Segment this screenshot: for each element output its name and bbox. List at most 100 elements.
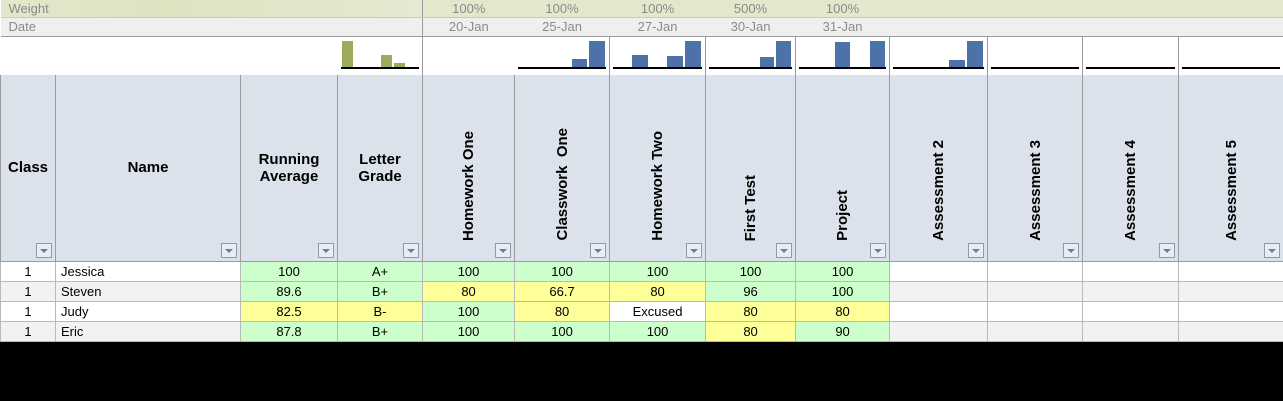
weight-cell-assess3 xyxy=(987,0,1083,18)
cell-assess4[interactable] xyxy=(1082,301,1180,322)
column-header-cw_one[interactable]: Classwork One xyxy=(514,75,611,262)
cell-letter_grade[interactable]: B- xyxy=(336,301,424,322)
cell-name[interactable]: Jessica xyxy=(55,261,241,282)
cell-project[interactable]: 90 xyxy=(795,321,891,342)
filter-dropdown-icon-name[interactable] xyxy=(221,243,237,258)
table-row[interactable]: 1 Judy 82.5 B- 100 80 Excused 80 80 xyxy=(0,301,1283,322)
cell-hw_two[interactable]: 80 xyxy=(609,281,707,302)
column-header-label: Assessment 5 xyxy=(1179,140,1283,245)
cell-cw_one[interactable]: 66.7 xyxy=(514,281,611,302)
cell-assess3[interactable] xyxy=(987,261,1084,282)
cell-assess2[interactable] xyxy=(889,261,989,282)
cell-assess3[interactable] xyxy=(987,301,1084,322)
cell-assess4[interactable] xyxy=(1082,261,1180,282)
cell-cw_one[interactable]: 100 xyxy=(514,261,611,282)
cell-first_test[interactable]: 80 xyxy=(705,301,797,322)
cell-project[interactable]: 100 xyxy=(795,261,891,282)
cell-running_avg[interactable]: 87.8 xyxy=(240,321,338,342)
cell-assess5[interactable] xyxy=(1178,301,1283,322)
cell-first_test[interactable]: 100 xyxy=(705,261,797,282)
cell-hw_one[interactable]: 80 xyxy=(422,281,516,302)
cell-class[interactable]: 1 xyxy=(0,281,56,302)
filter-dropdown-icon-project[interactable] xyxy=(870,243,887,258)
filter-dropdown-icon-hw_one[interactable] xyxy=(495,243,512,258)
filter-dropdown-icon-letter_grade[interactable] xyxy=(403,243,420,258)
table-row[interactable]: 1 Steven 89.6 B+ 80 66.7 80 96 100 xyxy=(0,281,1283,302)
cell-class[interactable]: 1 xyxy=(0,261,56,282)
sparkline-bar xyxy=(948,59,965,67)
cell-class[interactable]: 1 xyxy=(0,301,56,322)
cell-project[interactable]: 80 xyxy=(795,301,891,322)
cell-name[interactable]: Steven xyxy=(55,281,241,302)
weight-cell-assess2 xyxy=(889,0,988,18)
filter-dropdown-icon-assess3[interactable] xyxy=(1063,243,1080,258)
sparkline-axis xyxy=(613,67,703,69)
cell-assess5[interactable] xyxy=(1178,321,1283,342)
cell-letter_grade[interactable]: A+ xyxy=(336,261,424,282)
cell-first_test[interactable]: 96 xyxy=(705,281,797,302)
cell-assess2[interactable] xyxy=(889,281,989,302)
column-header-assess3[interactable]: Assessment 3 xyxy=(987,75,1084,262)
cell-assess3[interactable] xyxy=(987,281,1084,302)
filter-dropdown-icon-class[interactable] xyxy=(36,243,52,258)
filter-dropdown-icon-hw_two[interactable] xyxy=(686,243,703,258)
cell-letter_grade[interactable]: B+ xyxy=(336,321,424,342)
column-header-first_test[interactable]: First Test xyxy=(705,75,797,262)
cell-hw_one[interactable]: 100 xyxy=(422,261,516,282)
cell-letter_grade[interactable]: B+ xyxy=(336,281,424,302)
cell-assess4[interactable] xyxy=(1082,281,1180,302)
filter-dropdown-icon-assess2[interactable] xyxy=(968,243,985,258)
filter-dropdown-icon-cw_one[interactable] xyxy=(590,243,607,258)
cell-name[interactable]: Eric xyxy=(55,321,241,342)
cell-assess4[interactable] xyxy=(1082,321,1180,342)
sparkline-hw_one xyxy=(514,36,611,75)
sparkline-axis xyxy=(799,67,887,69)
weight-cell-first_test: 500% xyxy=(705,0,796,18)
column-header-project[interactable]: Project xyxy=(795,75,891,262)
cell-hw_two[interactable]: 100 xyxy=(609,261,707,282)
column-header-hw_two[interactable]: Homework Two xyxy=(609,75,707,262)
sparkline-bar xyxy=(380,55,392,67)
sparkline-assess3 xyxy=(1082,36,1180,75)
cell-cw_one[interactable]: 100 xyxy=(514,321,611,342)
cell-project[interactable]: 100 xyxy=(795,281,891,302)
column-header-text: Project xyxy=(834,190,852,241)
table-row[interactable]: 1 Eric 87.8 B+ 100 100 100 80 90 xyxy=(0,321,1283,342)
table-row[interactable]: 1 Jessica 100 A+ 100 100 100 100 100 xyxy=(0,261,1283,282)
sparkline-first_test xyxy=(795,36,891,75)
cell-assess5[interactable] xyxy=(1178,281,1283,302)
cell-class[interactable]: 1 xyxy=(0,321,56,342)
filter-dropdown-icon-assess4[interactable] xyxy=(1159,243,1176,258)
filter-dropdown-icon-first_test[interactable] xyxy=(776,243,793,258)
column-header-assess5[interactable]: Assessment 5 xyxy=(1178,75,1283,262)
cell-hw_two[interactable]: 100 xyxy=(609,321,707,342)
cell-assess2[interactable] xyxy=(889,321,989,342)
cell-running_avg[interactable]: 100 xyxy=(240,261,338,282)
cell-running_avg[interactable]: 82.5 xyxy=(240,301,338,322)
sparkline-bars xyxy=(992,39,1078,67)
cell-first_test[interactable]: 80 xyxy=(705,321,797,342)
sparkline-chart xyxy=(988,37,1082,75)
column-header-name[interactable]: Name xyxy=(55,75,241,262)
cell-hw_two[interactable]: Excused xyxy=(609,301,707,322)
filter-dropdown-icon-running_avg[interactable] xyxy=(318,243,334,258)
column-header-running_avg[interactable]: Running Average xyxy=(240,75,338,262)
column-header-assess4[interactable]: Assessment 4 xyxy=(1082,75,1180,262)
column-header-hw_one[interactable]: Homework One xyxy=(422,75,516,262)
sparkline-bar xyxy=(393,62,405,67)
cell-hw_one[interactable]: 100 xyxy=(422,321,516,342)
column-header-class[interactable]: Class xyxy=(0,75,56,262)
cell-assess3[interactable] xyxy=(987,321,1084,342)
cell-name[interactable]: Judy xyxy=(55,301,241,322)
cell-cw_one[interactable]: 80 xyxy=(514,301,611,322)
column-header-label: Homework Two xyxy=(610,131,705,245)
cell-assess5[interactable] xyxy=(1178,261,1283,282)
sparkline-bar xyxy=(759,57,775,67)
column-header-letter_grade[interactable]: Letter Grade xyxy=(336,75,424,262)
cell-assess2[interactable] xyxy=(889,301,989,322)
cell-hw_one[interactable]: 100 xyxy=(422,301,516,322)
filter-dropdown-icon-assess5[interactable] xyxy=(1264,243,1281,258)
column-header-assess2[interactable]: Assessment 2 xyxy=(889,75,989,262)
cell-running_avg[interactable]: 89.6 xyxy=(240,281,338,302)
date-cell-assess2 xyxy=(889,17,988,37)
